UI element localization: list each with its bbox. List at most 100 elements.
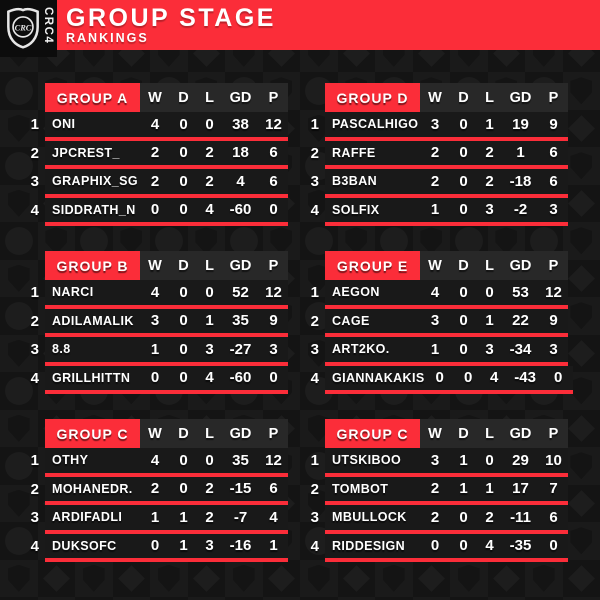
- stat-w: 3: [430, 312, 440, 330]
- team-name: MOHANEDR.: [52, 481, 133, 496]
- stat-p: 3: [549, 340, 558, 358]
- rank-number: 3: [30, 341, 39, 359]
- stat-w: 0: [430, 537, 440, 555]
- pattern-tile: [412, 597, 450, 600]
- team-name: SOLFIX: [332, 202, 380, 217]
- team-row: 2 RAFFE 2 0 2 1 6: [305, 140, 568, 169]
- stat-gd: -18: [509, 172, 532, 190]
- pattern-tile: [0, 222, 38, 260]
- stat-w: 3: [430, 115, 440, 133]
- group-label: GROUP C: [325, 419, 420, 448]
- team-row: 2 CAGE 3 0 1 22 9: [305, 308, 568, 337]
- pattern-tile: [525, 559, 563, 597]
- pattern-tile: [337, 597, 375, 600]
- column-header-gd: GD: [229, 257, 252, 274]
- column-header-w: W: [148, 89, 162, 106]
- team-row-body: TOMBOT 2 1 1 17 7: [325, 476, 568, 505]
- team-row: 1 NARCI 4 0 0 52 12: [25, 280, 288, 309]
- rank-number: 3: [310, 509, 319, 527]
- stat-p: 12: [265, 451, 282, 469]
- stat-d: 0: [459, 312, 468, 330]
- stat-gd: 52: [232, 283, 249, 301]
- rank-number: 1: [310, 452, 319, 470]
- pattern-tile: [562, 222, 600, 260]
- stat-d: 0: [459, 340, 468, 358]
- team-name: ART2KO.: [332, 342, 390, 357]
- rank-spacer: [25, 83, 45, 112]
- pattern-tile: [375, 597, 413, 600]
- team-name: TOMBOT: [332, 481, 389, 496]
- column-header-d: D: [458, 89, 469, 106]
- pattern-circle-icon: [304, 226, 333, 255]
- pattern-circle-icon: [4, 226, 33, 255]
- pattern-tile: [375, 559, 413, 597]
- team-row-body: NARCI 4 0 0 52 12: [45, 280, 288, 309]
- stat-l: 3: [205, 537, 214, 555]
- stats-header: W D L GD P: [140, 419, 288, 448]
- group-table: GROUP C W D L GD P 1 UTSKIBOO 3 1 0 29 10 2 TOMBOT 2 1 1 1…: [305, 419, 568, 562]
- stat-p: 6: [549, 508, 558, 526]
- stat-gd: -34: [509, 340, 532, 358]
- stat-d: 0: [179, 115, 188, 133]
- pattern-diamond-icon: [417, 564, 445, 592]
- stat-d: 0: [179, 480, 188, 498]
- team-row-body: UTSKIBOO 3 1 0 29 10: [325, 448, 568, 477]
- rank-spacer: [305, 419, 325, 448]
- stat-w: 2: [150, 144, 160, 162]
- groups-grid: GROUP A W D L GD P 1 ONI 4 0 0 38 12 2 JPCREST_ 2 0 2 18 6 3…: [25, 83, 573, 562]
- pattern-diamond-icon: [567, 564, 595, 592]
- column-header-l: L: [485, 257, 494, 274]
- rank-number: 4: [30, 537, 39, 555]
- pattern-tile: [562, 522, 600, 560]
- pattern-tile: [0, 409, 38, 447]
- stat-p: 7: [549, 480, 558, 498]
- pattern-tile: [562, 559, 600, 597]
- stat-l: 4: [205, 369, 214, 387]
- pattern-tile: [300, 559, 338, 597]
- column-header-p: P: [268, 425, 279, 442]
- shield-logo-icon: CRC: [7, 7, 39, 49]
- pattern-shield-icon: [270, 227, 293, 255]
- rank-number: 4: [30, 201, 39, 219]
- stat-l: 0: [205, 283, 214, 301]
- pattern-tile: [0, 147, 38, 185]
- stat-p: 9: [269, 312, 278, 330]
- team-row-body: SOLFIX 1 0 3 -2 3: [325, 197, 568, 226]
- team-row: 1 OTHY 4 0 0 35 12: [25, 448, 288, 477]
- team-row-body: 8.8 1 0 3 -27 3: [45, 337, 288, 366]
- group-header-row: GROUP E W D L GD P: [305, 251, 568, 280]
- pattern-circle-icon: [229, 226, 258, 255]
- team-name: RAFFE: [332, 145, 376, 160]
- stat-d: 0: [179, 451, 188, 469]
- pattern-tile: [562, 147, 600, 185]
- stat-d: 0: [459, 508, 468, 526]
- stat-l: 0: [205, 451, 214, 469]
- pattern-circle-icon: [4, 451, 33, 480]
- pattern-shield-icon: [570, 452, 593, 480]
- pattern-shield-icon: [307, 414, 330, 442]
- column-header-p: P: [548, 257, 559, 274]
- stat-l: 1: [485, 115, 494, 133]
- team-row: 1 ONI 4 0 0 38 12: [25, 112, 288, 141]
- stat-p: 3: [549, 201, 558, 219]
- pattern-circle-icon: [4, 76, 33, 105]
- team-row-body: B3BAN 2 0 2 -18 6: [325, 169, 568, 198]
- pattern-tile: [562, 409, 600, 447]
- stat-l: 2: [205, 480, 214, 498]
- stat-w: 2: [430, 480, 440, 498]
- pattern-shield-icon: [7, 189, 30, 217]
- column-header-gd: GD: [509, 89, 532, 106]
- pattern-tile: [562, 184, 600, 222]
- team-row: 3 ARDIFADLI 1 1 2 -7 4: [25, 505, 288, 534]
- stat-gd: 4: [236, 172, 245, 190]
- stat-l: 2: [205, 508, 214, 526]
- stats-header: W D L GD P: [140, 83, 288, 112]
- group-label: GROUP B: [45, 251, 140, 280]
- team-row-body: ONI 4 0 0 38 12: [45, 112, 288, 141]
- pattern-diamond-icon: [567, 264, 595, 292]
- group-label: GROUP E: [325, 251, 420, 280]
- team-row: 2 ADILAMALIK 3 0 1 35 9: [25, 308, 288, 337]
- team-name: ONI: [52, 117, 76, 132]
- pattern-shield-icon: [570, 227, 593, 255]
